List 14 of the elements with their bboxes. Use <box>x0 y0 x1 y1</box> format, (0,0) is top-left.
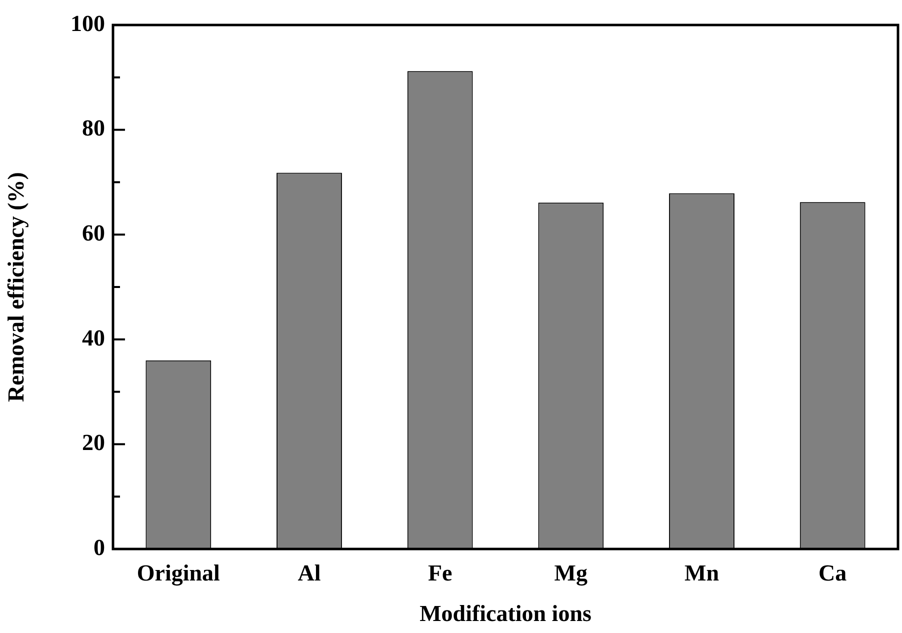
x-tick-label: Original <box>136 560 220 587</box>
y-tick-label: 40 <box>82 325 105 350</box>
x-tick-label: Al <box>298 560 321 586</box>
x-axis-title: Modification ions <box>420 601 592 626</box>
x-tick-label: Ca <box>818 560 848 586</box>
y-axis-title: Removal efficiency (%) <box>4 172 29 402</box>
x-tick-label: Mn <box>684 560 720 586</box>
y-tick-label: 60 <box>82 220 105 246</box>
y-tick-label: 100 <box>70 10 105 36</box>
y-tick-label: 80 <box>82 116 105 141</box>
x-tick-label: Mg <box>554 560 588 587</box>
x-tick-label: Fe <box>428 560 452 586</box>
y-tick-label: 20 <box>82 430 105 456</box>
y-tick-label: 0 <box>94 534 105 560</box>
